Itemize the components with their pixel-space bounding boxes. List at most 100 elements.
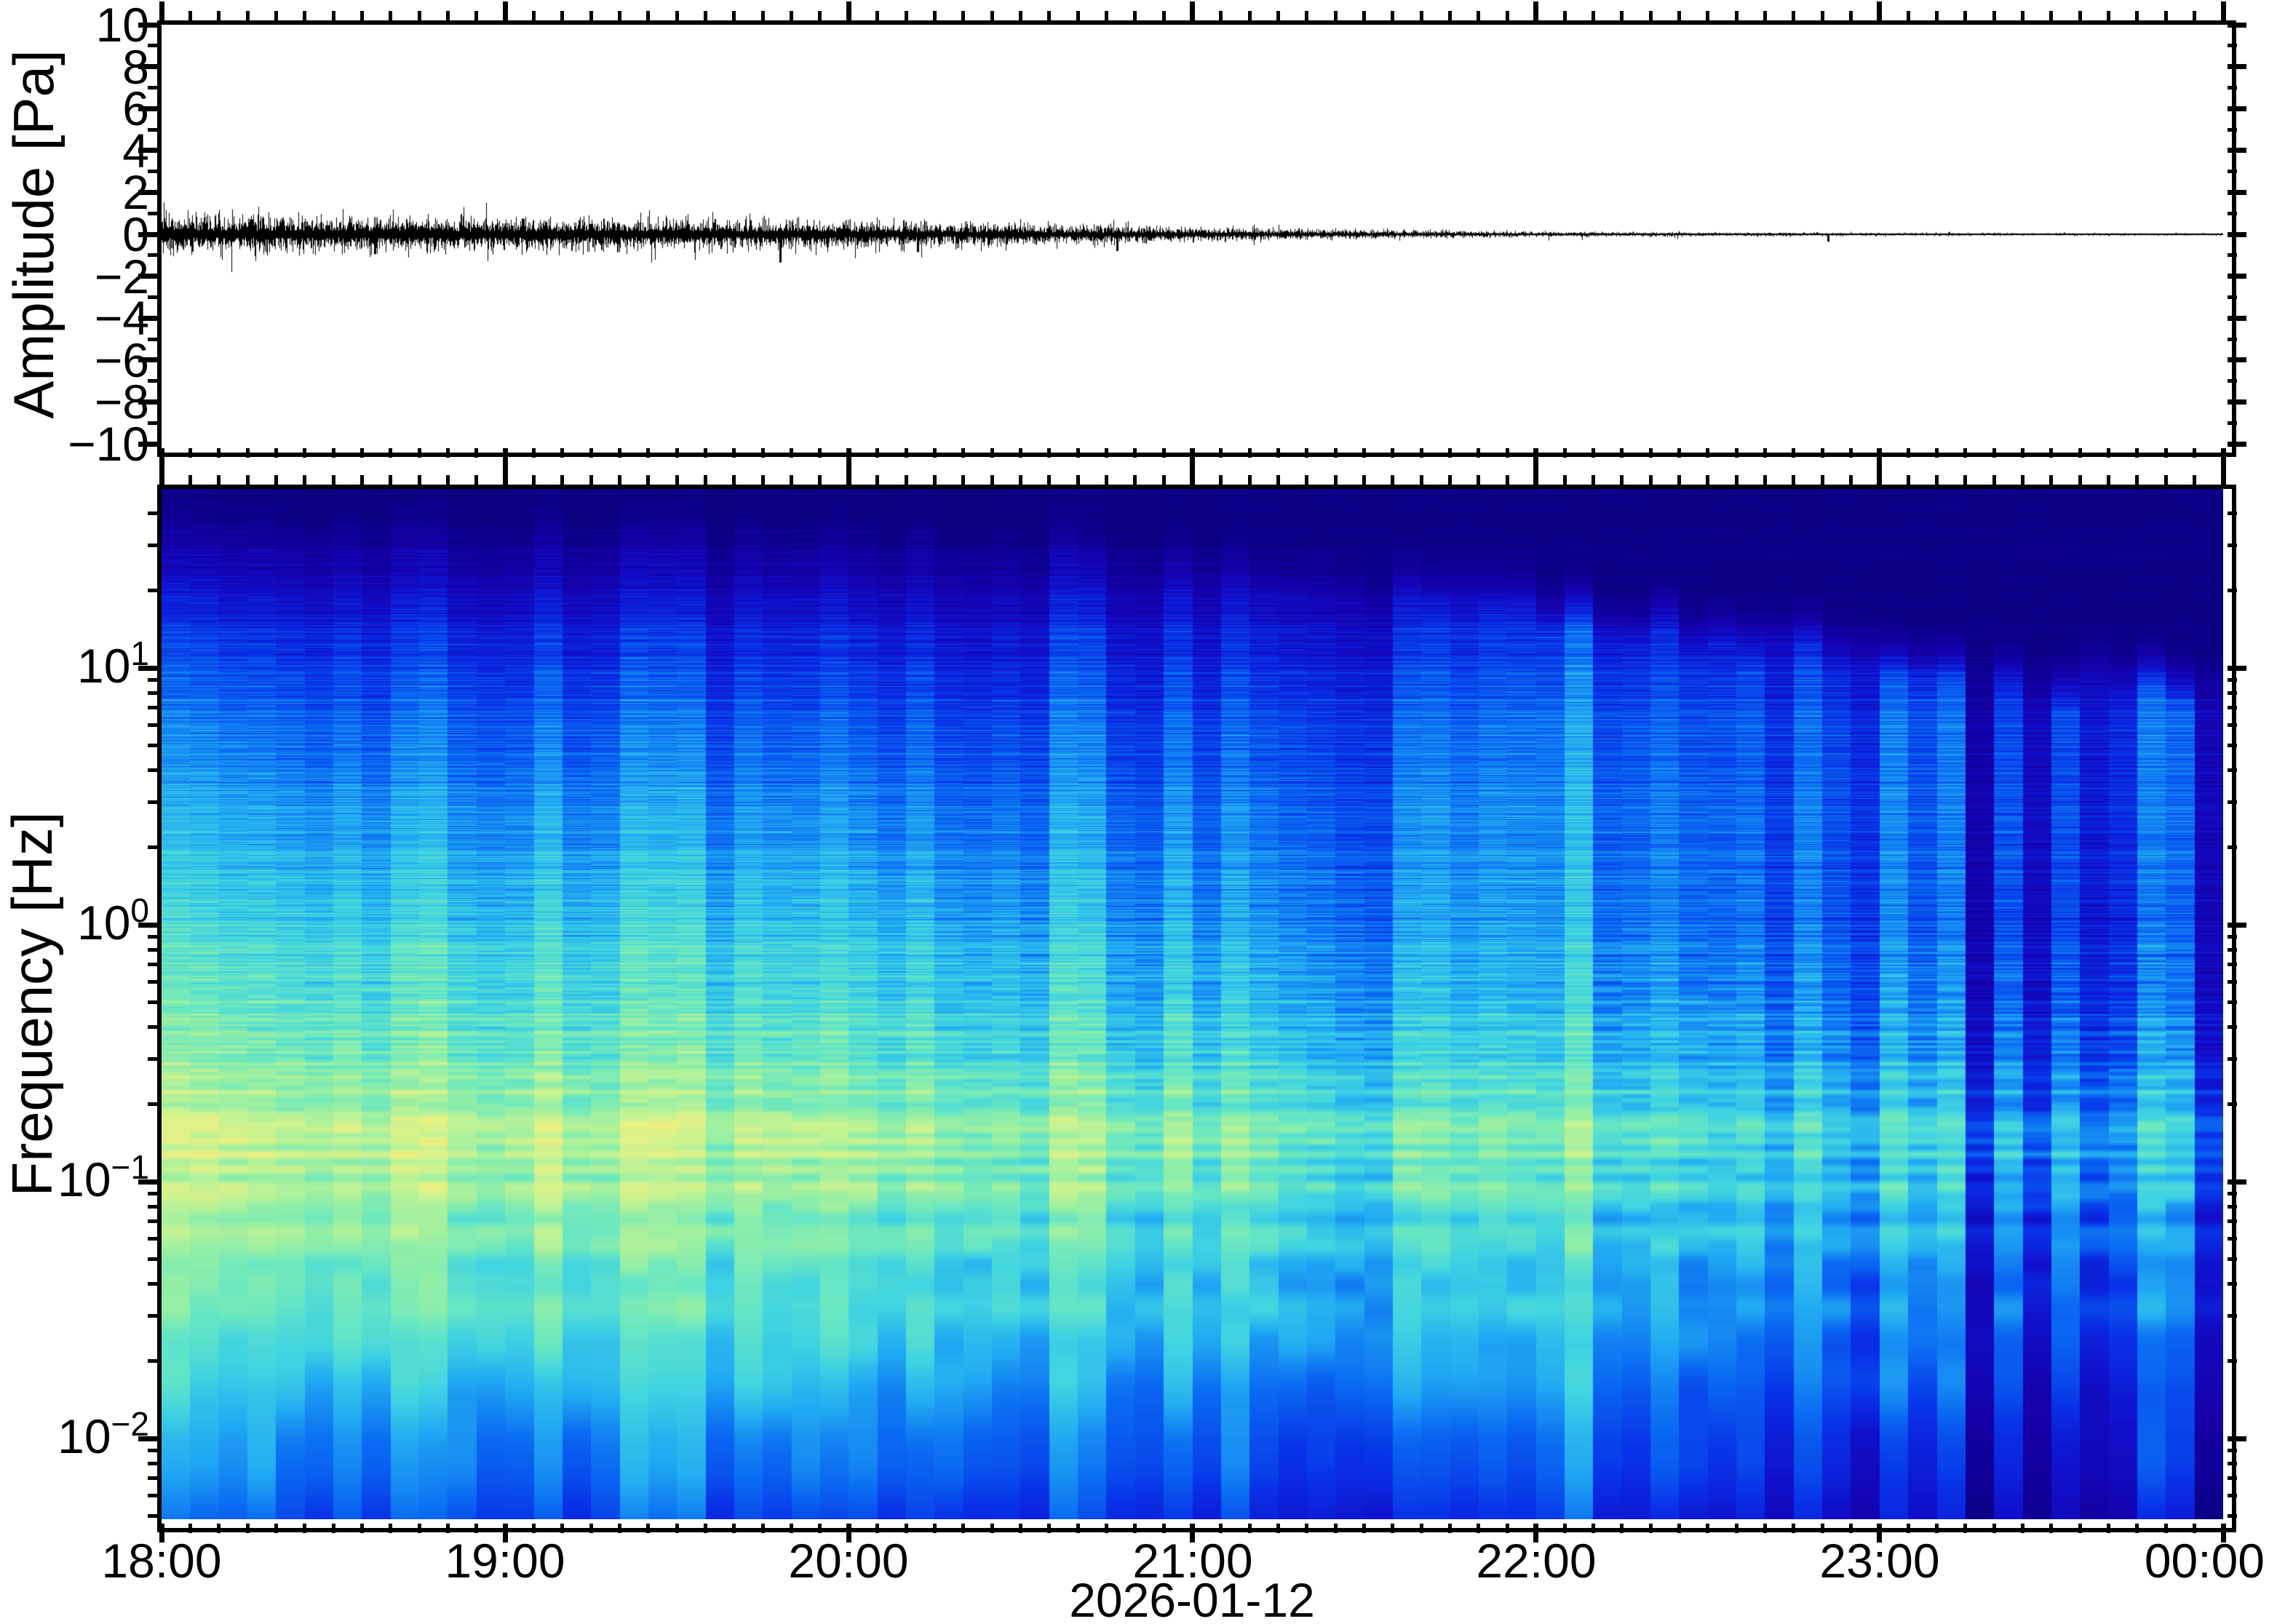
- x-minor-tick: [1162, 11, 1166, 20]
- y-minor-tick: [148, 295, 157, 299]
- x-minor-tick: [790, 11, 793, 20]
- y-minor-tick: [148, 1314, 157, 1318]
- x-minor-tick: [1248, 1524, 1252, 1533]
- x-minor-tick: [875, 11, 879, 20]
- x-major-tick: [1877, 1, 1882, 20]
- x-minor-tick: [332, 1524, 335, 1533]
- y-minor-tick: [148, 948, 157, 952]
- y-minor-tick: [2228, 1514, 2237, 1518]
- y-major-tick: [2228, 23, 2246, 28]
- x-major-tick: [503, 448, 508, 467]
- x-minor-tick: [2135, 475, 2139, 485]
- y-major-tick: [138, 274, 157, 279]
- amp-tick-label: 4: [122, 124, 149, 178]
- y-minor-tick: [148, 980, 157, 984]
- x-minor-tick: [933, 448, 937, 458]
- y-minor-tick: [148, 44, 157, 47]
- x-minor-tick: [990, 448, 994, 458]
- x-minor-tick: [1105, 448, 1108, 458]
- x-minor-tick: [1105, 11, 1108, 20]
- x-minor-tick: [990, 11, 994, 20]
- x-minor-tick: [1849, 1524, 1853, 1533]
- y-minor-tick: [2228, 963, 2237, 966]
- x-minor-tick: [1076, 11, 1080, 20]
- x-minor-tick: [418, 475, 421, 485]
- x-minor-tick: [675, 448, 679, 458]
- x-minor-tick: [1907, 11, 1910, 20]
- x-minor-tick: [246, 475, 250, 485]
- y-minor-tick: [148, 1000, 157, 1004]
- x-minor-tick: [1935, 1524, 1939, 1533]
- x-minor-tick: [905, 11, 908, 20]
- x-minor-tick: [1907, 475, 1910, 485]
- x-minor-tick: [1477, 475, 1480, 485]
- x-major-tick: [846, 1524, 851, 1543]
- x-minor-tick: [905, 448, 908, 458]
- y-major-tick: [2228, 232, 2246, 237]
- x-minor-tick: [2078, 475, 2082, 485]
- time-tick-label: 00:00: [2144, 1534, 2265, 1588]
- y-minor-tick: [2228, 86, 2237, 89]
- x-minor-tick: [274, 475, 278, 485]
- frequency-axis-title: Frequency [Hz]: [0, 811, 64, 1197]
- y-minor-tick: [148, 589, 157, 592]
- x-major-tick: [2221, 1, 2226, 20]
- x-minor-tick: [2135, 11, 2139, 20]
- x-minor-tick: [332, 475, 335, 485]
- y-minor-tick: [2228, 338, 2237, 341]
- x-minor-tick: [1133, 1524, 1137, 1533]
- y-minor-tick: [2228, 128, 2237, 132]
- x-minor-tick: [933, 11, 937, 20]
- x-minor-tick: [1162, 475, 1166, 485]
- x-minor-tick: [618, 475, 621, 485]
- y-minor-tick: [148, 128, 157, 132]
- spectrogram-panel: [157, 485, 2236, 1532]
- amplitude-panel: [157, 20, 2236, 457]
- x-major-tick: [1190, 466, 1195, 485]
- x-minor-tick: [1506, 11, 1509, 20]
- x-minor-tick: [2049, 475, 2053, 485]
- y-minor-tick: [148, 379, 157, 383]
- x-minor-tick: [1963, 448, 1967, 458]
- y-minor-tick: [148, 1205, 157, 1209]
- x-minor-tick: [1706, 1524, 1709, 1533]
- y-minor-tick: [2228, 948, 2237, 952]
- x-minor-tick: [1105, 475, 1108, 485]
- y-major-tick: [138, 190, 157, 195]
- y-minor-tick: [2228, 544, 2237, 547]
- x-minor-tick: [1592, 448, 1595, 458]
- x-minor-tick: [761, 475, 765, 485]
- y-major-tick: [2228, 442, 2246, 447]
- y-major-tick: [2228, 399, 2246, 405]
- x-minor-tick: [1620, 475, 1624, 485]
- x-minor-tick: [188, 1524, 192, 1533]
- x-minor-tick: [2107, 11, 2110, 20]
- x-minor-tick: [1763, 475, 1767, 485]
- x-minor-tick: [1019, 448, 1022, 458]
- amplitude-axis-title: Amplitude [Pa]: [1, 49, 65, 419]
- x-minor-tick: [2135, 1524, 2139, 1533]
- x-minor-tick: [646, 448, 650, 458]
- x-minor-tick: [1477, 1524, 1480, 1533]
- x-minor-tick: [1563, 475, 1567, 485]
- x-minor-tick: [274, 1524, 278, 1533]
- y-minor-tick: [148, 544, 157, 547]
- x-minor-tick: [1305, 475, 1308, 485]
- y-minor-tick: [148, 706, 157, 709]
- y-major-tick: [138, 666, 157, 671]
- y-minor-tick: [148, 1476, 157, 1480]
- x-minor-tick: [1420, 475, 1423, 485]
- x-minor-tick: [1133, 448, 1137, 458]
- x-minor-tick: [1248, 11, 1252, 20]
- x-minor-tick: [2107, 475, 2110, 485]
- x-minor-tick: [818, 1524, 822, 1533]
- x-minor-tick: [1935, 448, 1939, 458]
- x-minor-tick: [418, 448, 421, 458]
- x-minor-tick: [732, 11, 736, 20]
- x-minor-tick: [905, 1524, 908, 1533]
- x-major-tick: [1877, 466, 1882, 485]
- y-minor-tick: [2228, 845, 2237, 849]
- x-minor-tick: [188, 11, 192, 20]
- x-minor-tick: [2135, 448, 2139, 458]
- y-minor-tick: [2228, 512, 2237, 515]
